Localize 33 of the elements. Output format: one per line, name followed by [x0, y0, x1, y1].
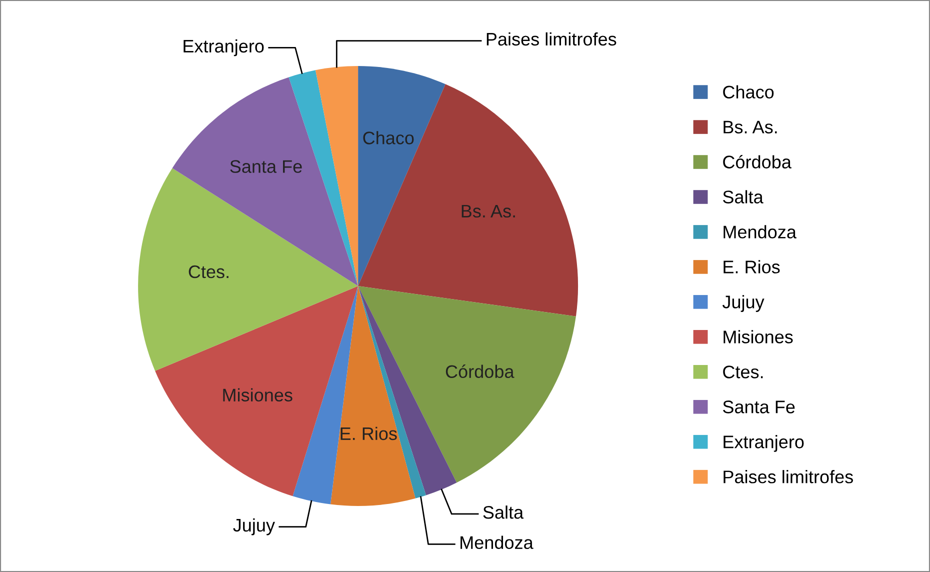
legend-label: Santa Fe	[723, 400, 795, 414]
slice-label: Santa Fe	[230, 160, 302, 173]
slice-label: Salta	[483, 506, 524, 519]
legend-label: Chaco	[723, 85, 774, 98]
legend-label: Jujuy	[722, 295, 764, 312]
legend-label: Paises limitrofes	[724, 470, 853, 484]
slice-label: Jujuy	[233, 518, 275, 536]
slice-label: Bs. As.	[462, 204, 515, 218]
legend-label: Extranjero	[724, 435, 804, 452]
pie-slice	[172, 77, 358, 286]
slice-label: Extranjero	[184, 39, 264, 56]
slice-label: Ctes.	[188, 265, 228, 278]
pie-slice	[155, 286, 358, 496]
legend-label: Salta	[723, 190, 764, 204]
pie-slice	[358, 84, 578, 316]
pie-slice	[315, 66, 358, 286]
pie-slice	[330, 286, 416, 506]
legend-label: Ctes.	[723, 366, 763, 378]
slice-label: Chaco	[363, 131, 414, 144]
pie-slice	[358, 286, 426, 498]
slice-label: Mendoza	[460, 536, 534, 550]
pie-slice	[358, 66, 446, 286]
slice-label: Paises limitrofes	[486, 32, 616, 46]
pie-slice	[358, 286, 576, 483]
pie-slice	[292, 286, 358, 504]
slice-label: Córdoba	[446, 364, 514, 378]
legend-label: Misiones	[724, 330, 793, 344]
slice-label: E. Rios	[340, 426, 397, 440]
legend-label: Córdoba	[723, 154, 792, 168]
legend-label: Bs. As.	[724, 120, 777, 134]
slice-label: Misiones	[223, 388, 292, 402]
legend-label: E. Rios	[724, 260, 780, 274]
legend-label: Mendoza	[724, 225, 796, 238]
